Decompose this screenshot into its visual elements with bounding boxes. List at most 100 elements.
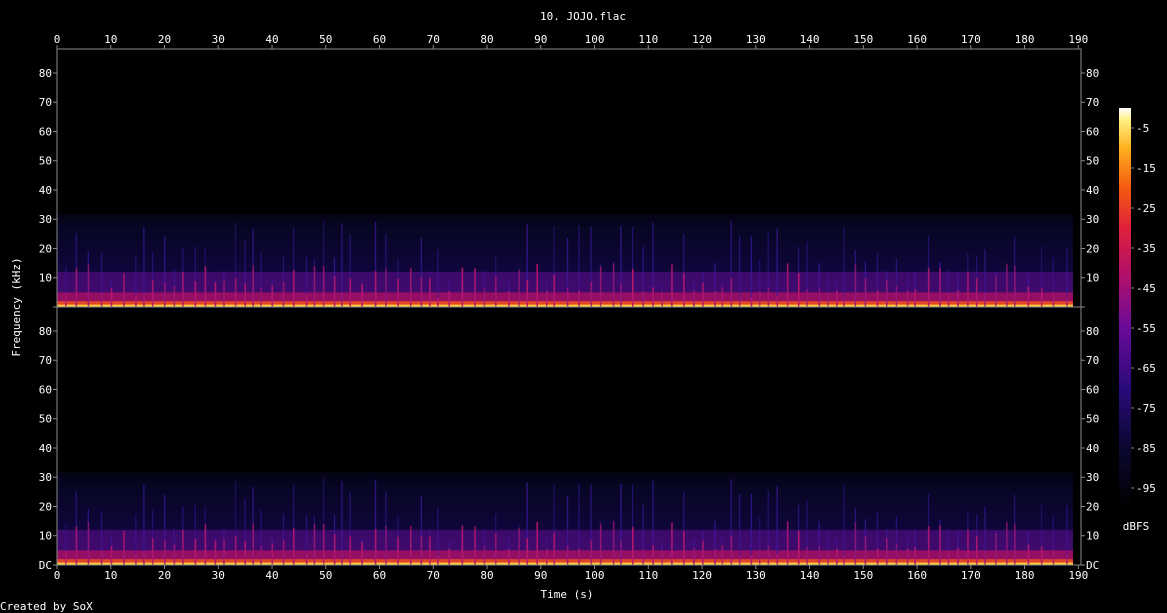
x-tick-label-top: 150 — [853, 33, 873, 46]
y-tick-label-left: 60 — [39, 125, 52, 138]
transient-streak — [244, 240, 246, 307]
x-tick-label-bottom: 30 — [212, 569, 225, 582]
transient-streak — [620, 483, 622, 565]
transient-core — [244, 283, 247, 307]
y-tick-label-right: DC — [1086, 559, 1099, 572]
transient-core — [758, 290, 761, 307]
transient-core — [448, 548, 451, 565]
transient-streak — [194, 504, 196, 565]
transient-core — [984, 292, 986, 307]
transient-core — [282, 539, 285, 565]
transient-core — [738, 297, 741, 307]
transient-core — [895, 285, 898, 307]
transient-core — [341, 550, 343, 565]
transient-streak — [827, 272, 829, 307]
transient-streak — [305, 256, 308, 307]
transient-core — [750, 555, 753, 565]
transient-core — [483, 546, 486, 565]
transient-core — [661, 292, 664, 307]
transient-streak — [194, 246, 196, 307]
transient-core — [536, 264, 539, 307]
transient-core — [100, 292, 103, 307]
transient-streak — [843, 485, 845, 565]
transient-streak — [631, 484, 634, 565]
transient-core — [957, 547, 959, 565]
transient-core — [448, 290, 451, 307]
transient-core — [827, 292, 829, 307]
transient-streak — [818, 263, 820, 307]
transient-core — [374, 271, 377, 307]
transient-streak — [767, 232, 769, 307]
transient-core — [518, 528, 521, 565]
transient-streak — [806, 499, 808, 565]
panel-frame — [56, 306, 1082, 566]
transient-core — [1014, 523, 1016, 565]
transient-streak — [305, 514, 308, 565]
transient-core — [652, 545, 654, 565]
transient-streak — [349, 492, 351, 565]
y-tick-label-right: 80 — [1086, 325, 1099, 338]
transient-streak — [642, 246, 644, 307]
transient-core — [409, 525, 412, 565]
transient-streak — [620, 225, 622, 307]
transient-core — [661, 550, 664, 565]
x-tick-label-bottom: 180 — [1015, 569, 1035, 582]
y-tick-label-left: 70 — [39, 96, 52, 109]
bass-band — [57, 559, 1073, 565]
y-tick-label-left: 30 — [39, 471, 52, 484]
x-tick-label-bottom: 90 — [534, 569, 547, 582]
y-tick-label-right: 80 — [1086, 67, 1099, 80]
transient-core — [975, 278, 978, 307]
transient-core — [631, 526, 634, 565]
transient-streak — [1040, 246, 1043, 307]
y-tick-label-right: 60 — [1086, 125, 1099, 138]
transient-core — [474, 526, 476, 565]
transient-core — [995, 275, 997, 307]
transient-core — [173, 544, 176, 565]
transient-core — [895, 543, 898, 565]
transient-core — [305, 294, 308, 307]
y-tick-label-right: 50 — [1086, 155, 1099, 168]
transient-core — [620, 540, 622, 565]
transient-core — [553, 274, 556, 307]
transient-streak — [143, 484, 145, 565]
transient-core — [702, 540, 704, 565]
transient-streak — [151, 252, 154, 307]
transient-core — [854, 522, 857, 565]
footer-credit: Created by SoX — [0, 600, 93, 613]
transient-streak — [322, 220, 325, 307]
transient-core — [151, 538, 154, 565]
transient-core — [750, 297, 753, 307]
transient-streak — [260, 251, 262, 307]
transient-core — [714, 291, 716, 307]
transient-core — [374, 529, 377, 565]
transient-core — [526, 280, 529, 307]
colorbar-tick-label: -55 — [1136, 322, 1156, 335]
transient-streak — [244, 498, 246, 565]
transient-streak — [578, 225, 580, 307]
transient-core — [223, 538, 225, 565]
transient-core — [234, 278, 237, 307]
transient-streak — [526, 224, 528, 307]
colorbar-tick-label: -15 — [1136, 162, 1156, 175]
transient-core — [182, 529, 184, 565]
transient-streak — [776, 486, 778, 565]
transient-streak — [553, 484, 555, 565]
x-tick-label-top: 140 — [800, 33, 820, 46]
transient-streak — [843, 227, 845, 307]
transient-streak — [1040, 504, 1043, 565]
colorbar-tick-label: -35 — [1136, 242, 1156, 255]
transient-core — [995, 533, 997, 565]
transient-streak — [341, 481, 343, 565]
transient-core — [578, 548, 580, 565]
x-tick-label-top: 110 — [638, 33, 658, 46]
transient-streak — [135, 514, 137, 565]
x-tick-label-bottom: 0 — [54, 569, 61, 582]
transient-core — [143, 294, 145, 307]
x-tick-label-top: 190 — [1068, 33, 1088, 46]
y-tick-label-left: 20 — [39, 500, 52, 513]
transient-streak — [876, 253, 879, 307]
transient-streak — [234, 480, 237, 565]
x-tick-label-top: 100 — [585, 33, 605, 46]
